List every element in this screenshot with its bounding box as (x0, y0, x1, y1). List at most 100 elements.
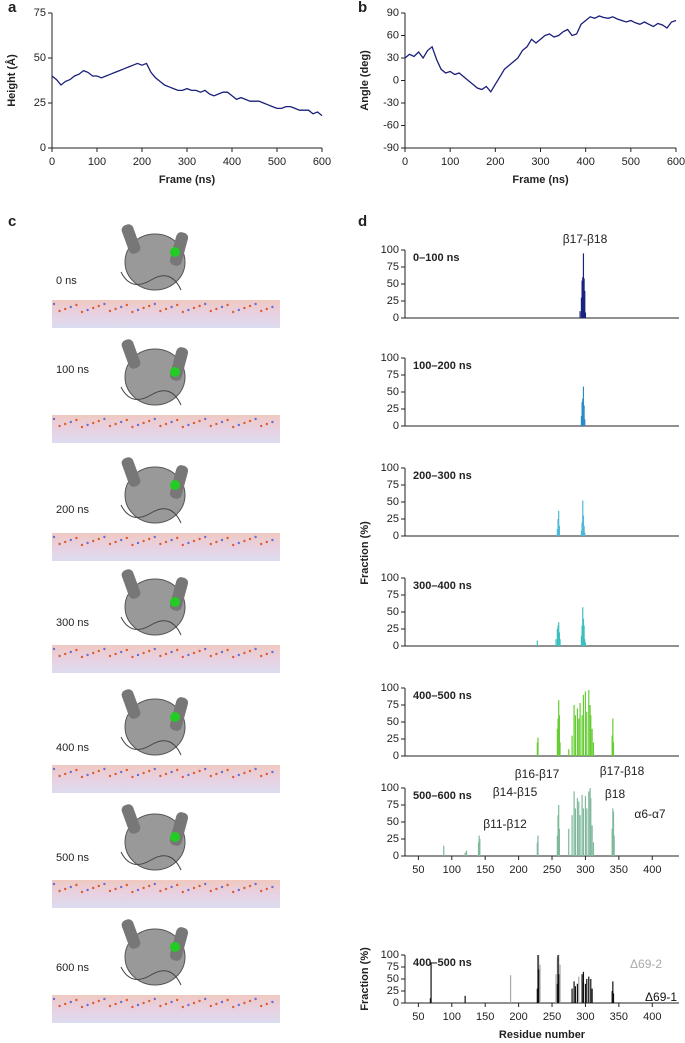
lipid-dot (176, 418, 179, 422)
spike (557, 718, 559, 756)
y-tick-label: 75 (387, 261, 399, 273)
lipid-dot (209, 309, 212, 313)
lipid-dot (97, 419, 101, 423)
y-tick-label: 25 (387, 513, 399, 525)
y-tick-label: 100 (381, 682, 399, 694)
lipid-dot (209, 654, 212, 658)
spike (555, 974, 557, 1003)
lipid-dot (198, 537, 201, 541)
lipid-dot (187, 653, 190, 657)
spike (537, 835, 539, 856)
lipid-dot (125, 418, 128, 422)
spike (586, 979, 588, 1003)
spike (429, 998, 431, 1003)
lipid-dot (204, 882, 207, 886)
lipid-dot (92, 771, 95, 775)
spike (573, 981, 575, 1003)
lipid-dot (159, 774, 162, 778)
lipid-dot (58, 889, 61, 893)
y-tick-label: 75 (387, 369, 399, 381)
lipid-dot (75, 768, 78, 772)
spike (582, 971, 585, 1003)
calcium (170, 247, 180, 257)
lipid-dot (131, 655, 134, 659)
y-tick-label: 50 (34, 52, 46, 64)
lipid-dot (226, 303, 229, 307)
lipid-dot (176, 883, 179, 887)
y-tick-label: 25 (34, 97, 46, 109)
lipid-dot (237, 308, 240, 312)
lipid-dot (170, 885, 173, 889)
lipid-dot (170, 1000, 173, 1004)
spike (580, 530, 583, 536)
lipid-dot (170, 420, 173, 424)
spike (571, 988, 573, 1003)
lipid-dot (58, 774, 61, 778)
lipid-dot (52, 767, 56, 771)
lipid-dot (187, 423, 190, 427)
lipid-dot (69, 538, 73, 542)
lipid-dot (204, 302, 207, 306)
lipid-dot (125, 998, 128, 1002)
helix (121, 569, 141, 599)
panel-title: 400–500 ns (413, 957, 472, 969)
lipid-dot (103, 302, 106, 306)
spike (591, 988, 593, 1003)
spike (574, 808, 577, 856)
lipid-dot (86, 541, 89, 545)
lipid-dot (114, 652, 117, 656)
lipid-dot (142, 771, 145, 775)
membrane (52, 300, 280, 328)
lipid-dot (254, 767, 257, 771)
x-tick-label: 250 (543, 864, 561, 876)
x-tick-label: 50 (412, 864, 424, 876)
spike (478, 835, 480, 856)
y-tick-label: 75 (34, 7, 46, 19)
lipid-dot (265, 1002, 268, 1006)
lipid-dot (164, 422, 168, 426)
lipid-dot (226, 418, 229, 422)
lipid-dot (92, 421, 95, 425)
lipid-dot (80, 543, 84, 547)
lipid-dot (153, 535, 156, 539)
y-tick-label: 25 (387, 403, 399, 415)
lipid-dot (136, 423, 140, 427)
lipid-dot (192, 886, 196, 890)
lipid-dot (248, 419, 252, 423)
x-tick-label: 200 (509, 1011, 527, 1023)
y-tick-label: 0 (393, 850, 399, 862)
spike (443, 845, 445, 856)
lipid-dot (159, 1004, 162, 1008)
time-label: 100 ns (56, 364, 90, 376)
lipid-dot (153, 417, 156, 421)
spike (581, 522, 583, 536)
x-tick-label: 300 (576, 864, 594, 876)
x-tick-label: 400 (643, 1011, 661, 1023)
lipid-dot (198, 999, 201, 1003)
spike (581, 402, 583, 426)
y-tick-label: 0 (393, 312, 399, 324)
membrane (52, 645, 280, 673)
spike (558, 510, 560, 536)
loops (120, 271, 182, 291)
spike (556, 529, 558, 536)
spike (592, 842, 595, 856)
x-tick-label: 300 (178, 156, 196, 168)
loops (120, 966, 182, 986)
lipid-dot (187, 888, 190, 892)
lipid-dot (103, 647, 106, 651)
y-tick-label: -60 (383, 119, 399, 131)
lipid-dot (271, 885, 274, 889)
lipid-dot (69, 770, 73, 774)
lipid-dot (198, 304, 201, 308)
lipid-dot (248, 999, 252, 1003)
calcium (170, 712, 180, 722)
spike (582, 607, 584, 646)
lipid-dot (58, 309, 61, 313)
y-tick-label: 0 (393, 997, 399, 1009)
spike (558, 700, 560, 756)
lipid-dot (80, 890, 84, 894)
annotation: β14-β15 (493, 785, 538, 799)
lipid-dot (58, 1004, 61, 1008)
lipid-dot (120, 885, 123, 889)
